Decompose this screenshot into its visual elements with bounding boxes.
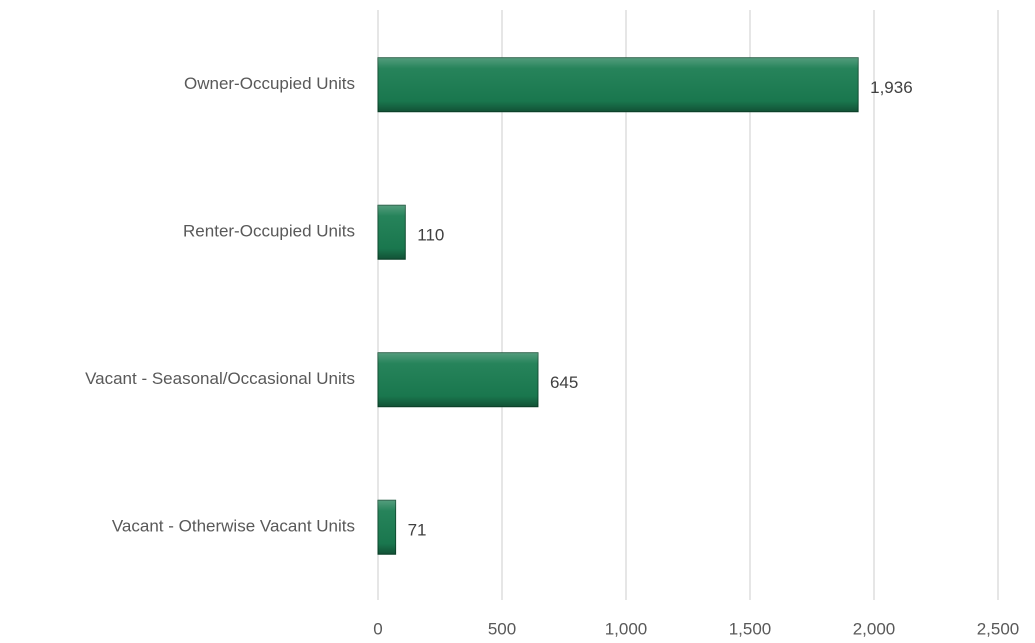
x-tick-label: 0 [373,619,382,638]
bar [377,499,397,555]
category-label: Vacant - Otherwise Vacant Units [112,517,355,536]
value-label: 110 [417,226,444,245]
bar [377,204,406,260]
value-label: 1,936 [870,78,913,97]
bar [377,57,859,113]
x-tick-label: 2,000 [853,619,896,638]
value-label: 645 [550,373,578,392]
category-label: Vacant - Seasonal/Occasional Units [85,369,355,388]
x-tick-label: 1,500 [729,619,772,638]
category-label: Owner-Occupied Units [184,74,355,93]
category-label: Renter-Occupied Units [183,222,355,241]
x-tick-label: 2,500 [977,619,1020,638]
x-tick-label: 1,000 [605,619,648,638]
x-tick-label: 500 [488,619,516,638]
bar [377,352,539,408]
value-label: 71 [408,521,427,540]
